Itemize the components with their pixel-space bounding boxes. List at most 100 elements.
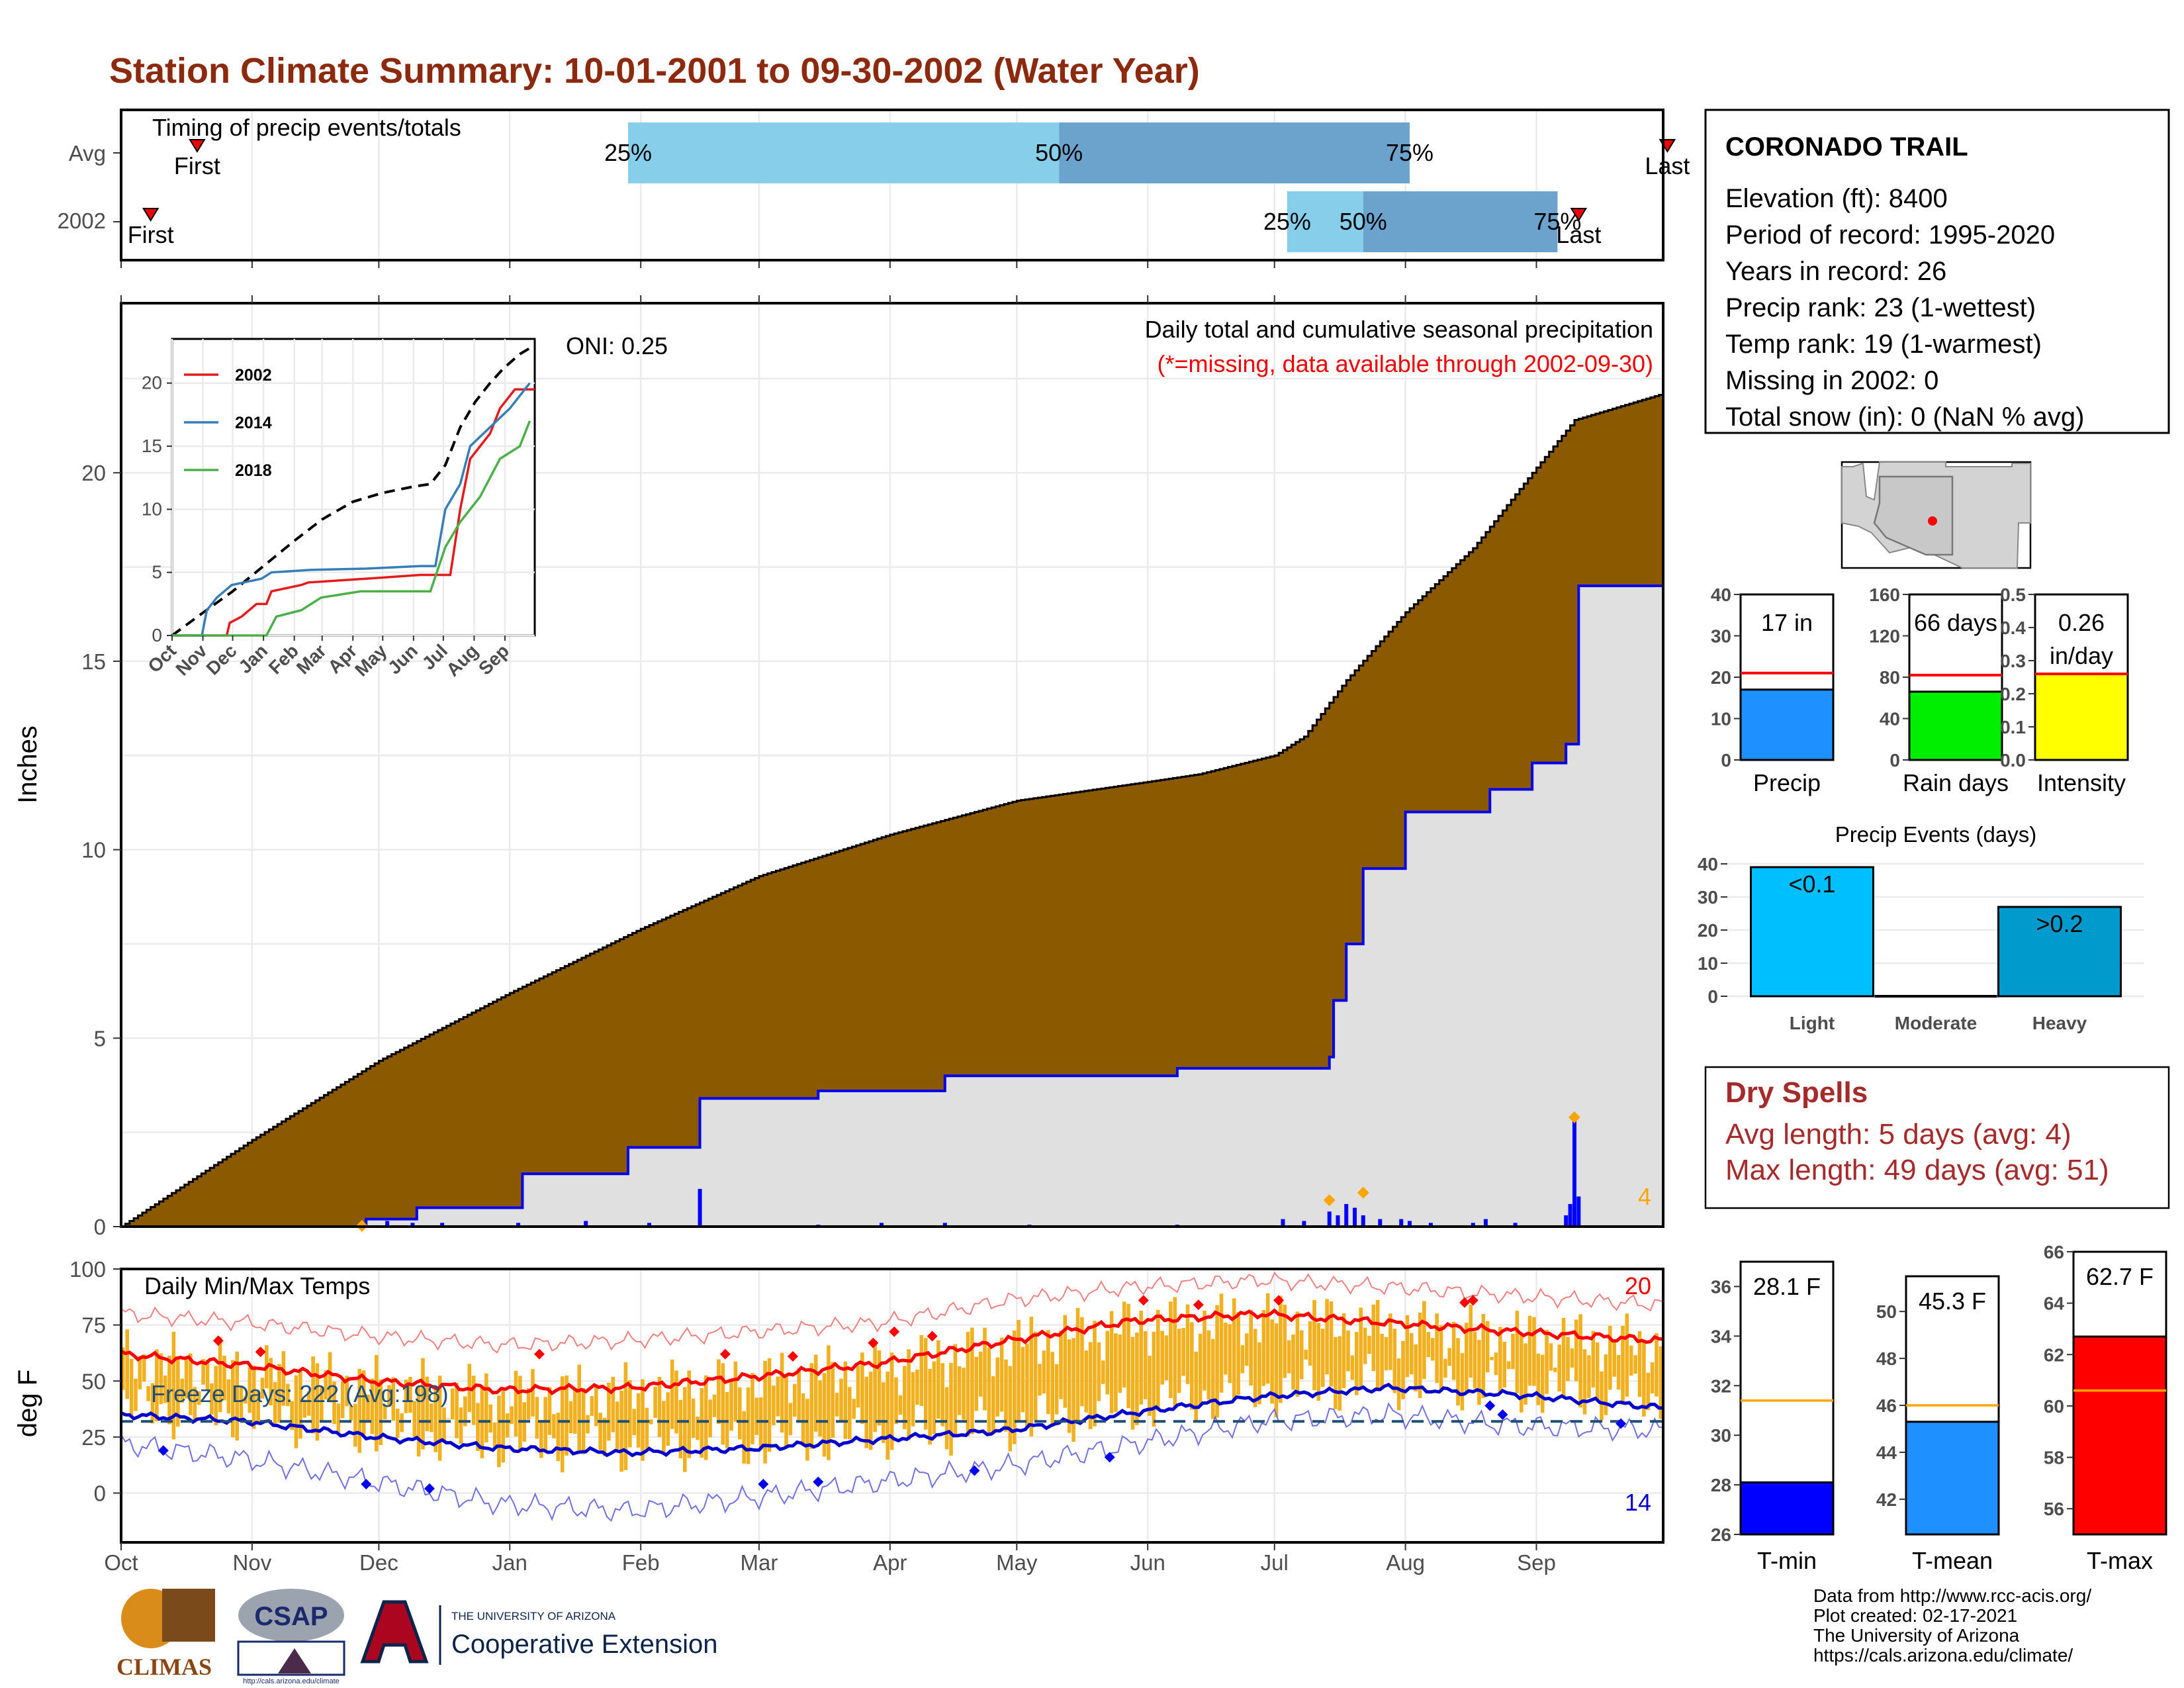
record-low-marker: [758, 1478, 769, 1489]
summary-bar-rain-days: [1908, 690, 2003, 761]
summary-bar-tick-label: 0.0: [2000, 750, 2026, 771]
timing-q25-label: 25%: [604, 139, 652, 166]
precip-y-tick-label: 20: [81, 461, 106, 485]
temp-title: Daily Min/Max Temps: [144, 1272, 370, 1299]
summary-bar-tick-label: 56: [2044, 1499, 2064, 1519]
timing-bar-q2: [1059, 122, 1410, 183]
timing-first-marker: [189, 139, 206, 153]
daily-precip-bar: [1513, 1223, 1518, 1227]
timing-first-marker: [142, 208, 159, 222]
summary-bar-tick-label: 50: [1876, 1301, 1897, 1322]
summary-bar-tick-label: 120: [1869, 626, 1900, 647]
summary-bar-label: Precip: [1753, 769, 1821, 796]
footer-line-3: The University of Arizona: [1813, 1625, 2020, 1646]
summary-bar-tick-label: 30: [1711, 626, 1731, 647]
footer-line-4: https://cals.arizona.edu/climate/: [1813, 1645, 2073, 1665]
precip-missing-note: (*=missing, data available through 2002-…: [1158, 350, 1653, 377]
temp-y-tick-label: 50: [81, 1369, 106, 1393]
record-low-marker: [424, 1483, 435, 1494]
summary-bar-tick-label: 0.2: [2000, 684, 2026, 704]
daily-precip-bar: [1302, 1221, 1306, 1227]
precip-y-tick-label: 15: [81, 649, 106, 674]
station-location-marker: [1928, 516, 1937, 526]
inset-series-2014: [172, 382, 531, 637]
temp-daily-range-bars: [121, 1293, 1663, 1473]
extreme-precip-marker: [1323, 1194, 1336, 1207]
ua-a-icon: [360, 1600, 429, 1664]
record-low-marker: [1615, 1418, 1627, 1429]
timing-row-2002: 2002: [58, 209, 106, 233]
record-high-marker: [787, 1351, 798, 1362]
hot-count: 20: [1625, 1272, 1651, 1299]
summary-bar-tick-label: 64: [2044, 1293, 2065, 1314]
freeze-days-label: Freeze Days: 222 (Avg:198): [151, 1380, 449, 1407]
summary-bar-tick-label: 58: [2044, 1448, 2064, 1468]
summary-bar-t-mean: [1905, 1421, 2000, 1536]
station-info-frame: [1704, 109, 2170, 434]
summary-bar-tick-label: 0.5: [2000, 585, 2026, 605]
summary-bar-tick-label: 32: [1711, 1376, 1731, 1396]
record-high-marker: [212, 1335, 224, 1346]
record-high-marker: [1138, 1295, 1149, 1306]
month-tick-label: Feb: [622, 1550, 660, 1575]
summary-bar-tick-label: 40: [1880, 709, 1900, 729]
record-high-marker: [719, 1348, 731, 1360]
inset-series-2018: [172, 420, 531, 637]
climas-mark-icon: [162, 1589, 215, 1642]
climas-label: CLIMAS: [116, 1654, 212, 1680]
tmin-record-line: [120, 1402, 1664, 1523]
station-info-line: Years in record: 26: [1725, 257, 1946, 286]
footer-line-2: Plot created: 02-17-2021: [1813, 1605, 2017, 1626]
station-info-line: Missing in 2002: 0: [1725, 366, 1938, 395]
daily-precip-bar: [440, 1223, 445, 1227]
summary-bar-tick-label: 66: [2044, 1242, 2064, 1262]
month-tick-label: Sep: [1517, 1550, 1556, 1575]
summary-bar-tick-label: 26: [1711, 1524, 1731, 1545]
month-tick-label: May: [996, 1550, 1038, 1575]
month-tick-label: Mar: [740, 1550, 778, 1575]
record-high-marker: [1193, 1299, 1204, 1311]
extreme-precip-marker: [1568, 1111, 1580, 1123]
record-high-marker: [889, 1326, 900, 1337]
precip-events-chart: Precip Events (days) 0 10 20 30 40 <0.1 Light M…: [1698, 822, 2144, 1033]
daily-precip-bar: [1568, 1203, 1572, 1227]
record-low-marker: [1104, 1452, 1115, 1463]
events-bar-label: Light: [1790, 1013, 1835, 1033]
cold-count: 14: [1625, 1489, 1651, 1516]
station-info-line: Precip rank: 23 (1-wettest): [1725, 293, 2036, 322]
temp-ylabel: deg F: [13, 1370, 42, 1437]
dry-spells-box: Dry Spells Avg length: 5 days (avg: 4) M…: [1704, 1066, 2170, 1209]
inset-legend-label: 2002: [235, 366, 272, 385]
summary-bar-tick-label: 42: [1876, 1489, 1897, 1510]
month-tick-label: Apr: [873, 1550, 907, 1575]
temp-y-tick-label: 0: [94, 1481, 106, 1506]
month-tick-label: Jun: [1130, 1550, 1165, 1575]
summary-bar-tick-label: 20: [1711, 667, 1731, 688]
dry-spells-avg: Avg length: 5 days (avg: 4): [1725, 1118, 2071, 1150]
precip-y-tick-label: 0: [94, 1215, 106, 1239]
summary-bar-tick-label: 30: [1711, 1425, 1731, 1446]
temp-panel: 0 25 50 75 100 Oct Nov Dec Jan Feb Mar Apr May Jun Ju…: [13, 1257, 1664, 1575]
events-y-tick-label: 20: [1698, 920, 1718, 941]
daily-precip-bar: [1281, 1219, 1285, 1227]
events-y-tick-label: 40: [1698, 854, 1718, 874]
record-high-marker: [1467, 1295, 1479, 1306]
inset-y-tick-label: 15: [142, 436, 162, 456]
month-tick-label: Oct: [104, 1550, 138, 1575]
record-low-marker: [1484, 1400, 1496, 1411]
daily-precip-bar: [385, 1221, 390, 1227]
arizona-map: [1841, 461, 2032, 569]
events-y-tick-label: 30: [1698, 887, 1718, 908]
daily-precip-bar: [880, 1223, 884, 1227]
record-high-marker: [1459, 1297, 1470, 1308]
daily-precip-bar: [1361, 1215, 1365, 1227]
summary-bar-tick-label: 34: [1711, 1326, 1732, 1346]
daily-precip-bar: [410, 1223, 415, 1227]
daily-precip-bar: [584, 1221, 588, 1227]
csap-label: CSAP: [254, 1602, 328, 1631]
record-high-marker: [868, 1337, 879, 1348]
csap-mountain-icon: [278, 1648, 311, 1673]
inset-legend-label: 2014: [235, 414, 272, 432]
